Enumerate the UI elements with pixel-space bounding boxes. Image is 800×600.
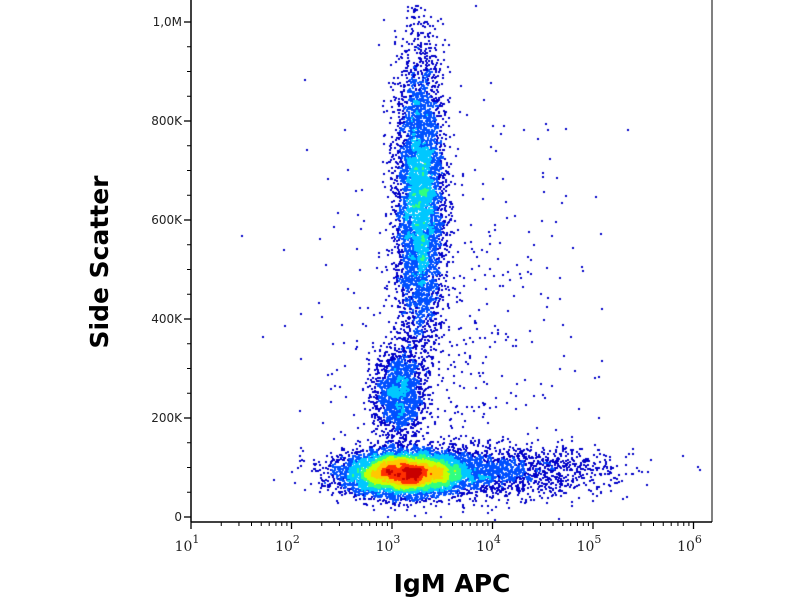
x-axis-label: IgM APC [394, 569, 511, 598]
x-tick-label: 106 [677, 533, 702, 555]
y-tick-label: 800K [151, 114, 183, 128]
x-tick-label: 102 [275, 533, 300, 555]
x-tick-label: 103 [376, 533, 401, 555]
y-tick-label: 0 [174, 510, 182, 524]
y-tick-label: 1,0M [153, 15, 182, 29]
x-tick-label: 105 [577, 533, 602, 555]
y-tick-label: 200K [151, 411, 183, 425]
x-tick-label: 101 [175, 533, 200, 555]
y-tick-label: 400K [151, 312, 183, 326]
y-axis-label: Side Scatter [85, 175, 114, 349]
x-tick-label: 104 [476, 533, 501, 555]
y-tick-label: 600K [151, 213, 183, 227]
